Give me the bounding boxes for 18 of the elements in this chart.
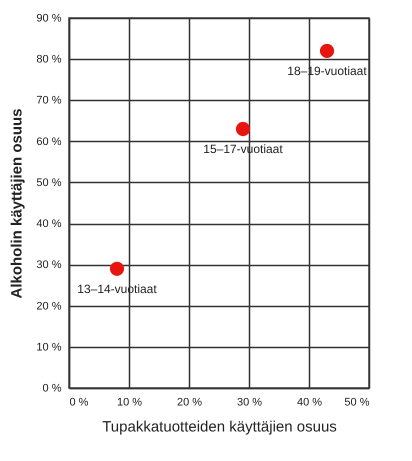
x-tick-label: 30 % [236, 396, 262, 408]
x-tick-label: 0 % [70, 396, 89, 408]
y-tick-label: 60 % [36, 136, 62, 148]
x-tick-label: 10 % [116, 396, 142, 408]
y-tick-label: 20 % [36, 300, 62, 312]
y-tick-label: 30 % [36, 259, 62, 272]
y-tick-label: 70 % [36, 94, 62, 107]
y-tick-label: 0 % [42, 382, 62, 394]
x-tick-label: 20 % [176, 396, 202, 408]
y-tick-label: 50 % [36, 176, 62, 189]
y-tick-label: 40 % [36, 218, 62, 230]
y-tick-label: 90 % [36, 12, 62, 24]
y-axis-title: Alkoholin käyttäjien osuus [8, 108, 26, 299]
y-tick-label: 10 % [36, 341, 62, 354]
x-axis-title: Tupakkatuotteiden käyttäjien osuus [102, 418, 337, 436]
y-tick-label: 80 % [36, 54, 62, 66]
x-tick-label: 50 % [344, 396, 370, 408]
x-tick-label: 40 % [296, 396, 322, 408]
